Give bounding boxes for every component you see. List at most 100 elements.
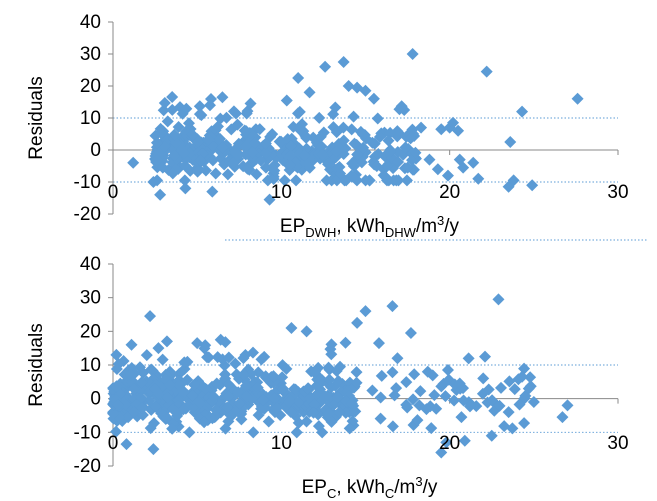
data-point (455, 411, 468, 424)
data-point (337, 121, 350, 134)
data-point (334, 360, 347, 373)
data-point (391, 352, 404, 365)
data-point (169, 136, 182, 149)
data-point (447, 116, 460, 129)
data-point (330, 126, 343, 139)
data-point (186, 128, 199, 141)
data-point (506, 422, 519, 435)
data-point (194, 154, 207, 167)
data-point (384, 126, 397, 139)
data-point (290, 426, 303, 439)
data-point (241, 162, 254, 175)
data-point (298, 149, 311, 162)
data-point (428, 389, 441, 402)
data-point (263, 193, 276, 206)
data-point (210, 377, 223, 390)
data-point (278, 174, 291, 187)
x-axis-title: EPC, kWhC/m3/y (302, 474, 438, 501)
y-tick-label: 0 (90, 389, 101, 410)
data-point (527, 396, 540, 409)
data-point (152, 387, 165, 400)
data-point (230, 107, 243, 120)
data-point (400, 376, 413, 389)
data-point (112, 399, 125, 412)
x-axis-title-part: EP (280, 216, 305, 237)
data-point (348, 137, 361, 150)
data-point (207, 390, 220, 403)
data-point (503, 375, 516, 388)
data-point (518, 362, 531, 375)
data-point (404, 132, 417, 145)
data-point (128, 382, 141, 395)
data-point (441, 169, 454, 182)
data-point (346, 157, 359, 170)
data-point (518, 417, 531, 430)
x-axis-title-part: /m (394, 477, 415, 498)
data-point (169, 405, 182, 418)
data-point (359, 174, 372, 187)
x-tick-label: 30 (607, 182, 628, 203)
data-point (222, 378, 235, 391)
data-point (118, 368, 131, 381)
data-point (462, 352, 475, 365)
data-point (211, 120, 224, 133)
x-axis-title-part: 3 (415, 474, 422, 489)
data-point (259, 137, 272, 150)
data-point (244, 97, 257, 110)
chart-dwh-residuals: -20 -10 0 10 20 30 40 0 10 20 30 Residuals EPDWH, kW… (26, 12, 648, 241)
data-point (504, 136, 517, 148)
data-point (254, 154, 267, 167)
data-point (261, 174, 274, 187)
data-point (120, 438, 133, 451)
data-point (372, 337, 385, 350)
data-point (150, 136, 163, 149)
data-point (333, 160, 346, 173)
data-point (325, 338, 338, 351)
data-point (322, 407, 335, 420)
data-point (423, 153, 436, 166)
data-point (135, 376, 148, 389)
data-point (206, 154, 219, 167)
data-point (524, 371, 537, 384)
data-point (458, 434, 471, 447)
data-point (231, 118, 244, 131)
data-point (161, 115, 174, 128)
x-tick-label: 0 (108, 182, 119, 203)
data-point (347, 110, 360, 123)
x-axis-title-part: /m (416, 216, 437, 237)
data-point (435, 380, 448, 393)
data-point (213, 132, 226, 145)
data-point (233, 397, 246, 410)
series-markers (107, 293, 574, 459)
data-point (453, 377, 466, 390)
y-tick-label: -20 (74, 204, 101, 225)
data-point (160, 335, 173, 348)
y-tick-label: 0 (90, 140, 101, 161)
data-point (221, 401, 234, 414)
data-point (366, 384, 379, 397)
data-point (284, 149, 297, 162)
data-point (110, 363, 123, 376)
data-point (280, 362, 293, 375)
data-point (119, 398, 132, 411)
data-point (168, 149, 181, 162)
data-point (258, 350, 271, 363)
x-tick-label: 30 (607, 433, 628, 454)
data-point (198, 416, 211, 429)
data-point (193, 100, 206, 113)
data-point (267, 370, 280, 383)
data-point (330, 145, 343, 158)
data-point (235, 413, 248, 426)
data-point (392, 155, 405, 168)
data-point (283, 159, 296, 172)
data-point (248, 136, 261, 149)
x-axis-title-part: DHW (385, 225, 417, 240)
data-point (268, 164, 281, 177)
x-axis-title: EPDWH, kWhDHW/m3/y (280, 213, 460, 240)
y-tick-label: 10 (80, 108, 101, 129)
data-point (404, 327, 417, 340)
data-point (227, 156, 240, 169)
data-point (214, 333, 227, 346)
data-point (266, 128, 279, 141)
data-point (222, 390, 235, 403)
